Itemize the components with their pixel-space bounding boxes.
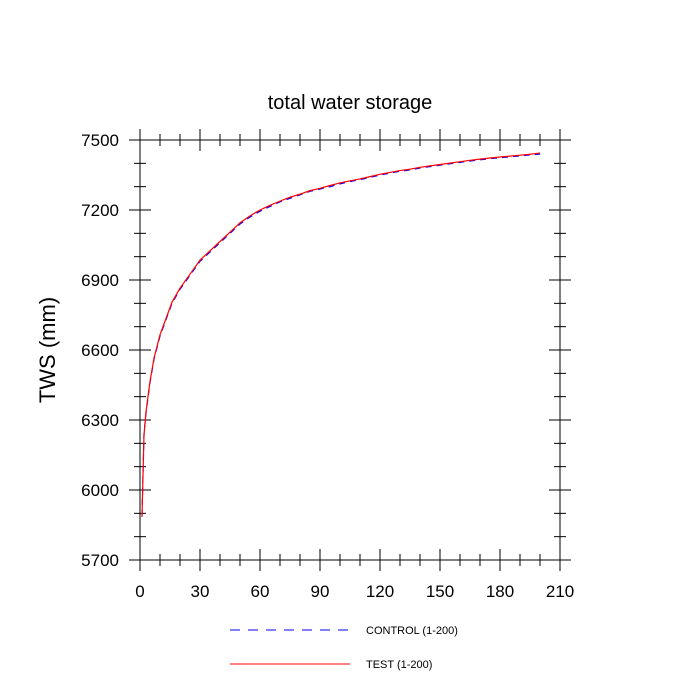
series-2-point xyxy=(179,288,180,289)
series-2-point xyxy=(519,155,520,156)
series-2-point xyxy=(439,164,440,165)
series-2-point xyxy=(479,159,480,160)
series-2-point xyxy=(429,165,430,166)
series-2-point xyxy=(509,156,510,157)
series-2-point xyxy=(369,176,370,177)
series-2-point xyxy=(171,302,172,303)
series-2-point xyxy=(269,205,270,206)
series-2-point xyxy=(239,222,240,223)
x-tick-label: 90 xyxy=(311,582,330,601)
series-2-point xyxy=(489,157,490,158)
series-2-point xyxy=(209,250,210,251)
series-2-point xyxy=(499,156,500,157)
axis-ticks xyxy=(129,129,571,571)
x-tick-label: 120 xyxy=(366,582,394,601)
x-tick-label: 30 xyxy=(191,582,210,601)
y-tick-label: 6300 xyxy=(81,411,119,430)
series-2-point xyxy=(459,161,460,162)
series-2-point xyxy=(165,318,166,319)
series-2-point xyxy=(469,160,470,161)
series-2-point xyxy=(279,201,280,202)
series-line-1 xyxy=(141,153,541,516)
series-2-point xyxy=(249,215,250,216)
x-tick-label: 0 xyxy=(135,582,144,601)
series-2-point xyxy=(153,358,154,359)
series-2-point xyxy=(149,381,150,382)
series-2-point xyxy=(379,174,380,175)
y-tick-label: 7500 xyxy=(81,131,119,150)
series-2-point xyxy=(145,411,146,412)
series-2-point xyxy=(259,209,260,210)
legend-label-1: CONTROL (1-200) xyxy=(366,625,458,637)
y-tick-label: 6600 xyxy=(81,341,119,360)
series-2-point xyxy=(399,170,400,171)
series-1-point xyxy=(329,186,330,187)
plot-frame xyxy=(139,139,561,561)
series-2-point xyxy=(199,260,200,261)
series-2-point xyxy=(339,182,340,183)
series-2-point xyxy=(319,188,320,189)
series-2-point xyxy=(529,154,530,155)
series-2-point xyxy=(389,172,390,173)
series-lines xyxy=(141,152,541,517)
y-tick-label: 5700 xyxy=(81,551,119,570)
series-2-point xyxy=(289,197,290,198)
series-2-point xyxy=(409,169,410,170)
series-2-point xyxy=(449,163,450,164)
series-2-point xyxy=(359,178,360,179)
legend-label-2: TEST (1-200) xyxy=(366,659,432,671)
series-2-point xyxy=(419,167,420,168)
series-2-point xyxy=(229,232,230,233)
series-2-point xyxy=(299,194,300,195)
series-line-2 xyxy=(141,152,541,517)
series-2-point xyxy=(309,190,310,191)
y-tick-label: 7200 xyxy=(81,201,119,220)
y-tick-label: 6000 xyxy=(81,481,119,500)
legend: CONTROL (1-200) TEST (1-200) xyxy=(230,625,458,671)
series-2-point xyxy=(349,180,350,181)
series-2-point xyxy=(143,435,144,436)
y-axis-label: TWS (mm) xyxy=(35,297,60,403)
chart-title: total water storage xyxy=(268,92,433,114)
x-tick-label: 60 xyxy=(251,582,270,601)
series-2-point xyxy=(329,185,330,186)
series-2-point xyxy=(189,274,190,275)
series-2-point xyxy=(141,516,142,517)
x-tick-label: 150 xyxy=(426,582,454,601)
x-tick-label: 180 xyxy=(486,582,514,601)
axis-tick-labels: 0 30 60 90 120 150 180 210 5700 6000 6300 6600 6900 7… xyxy=(81,131,574,601)
series-2-point xyxy=(539,152,540,153)
x-tick-label: 210 xyxy=(546,582,574,601)
y-tick-label: 6900 xyxy=(81,271,119,290)
series-2-point xyxy=(219,241,220,242)
series-2-point xyxy=(159,334,160,335)
